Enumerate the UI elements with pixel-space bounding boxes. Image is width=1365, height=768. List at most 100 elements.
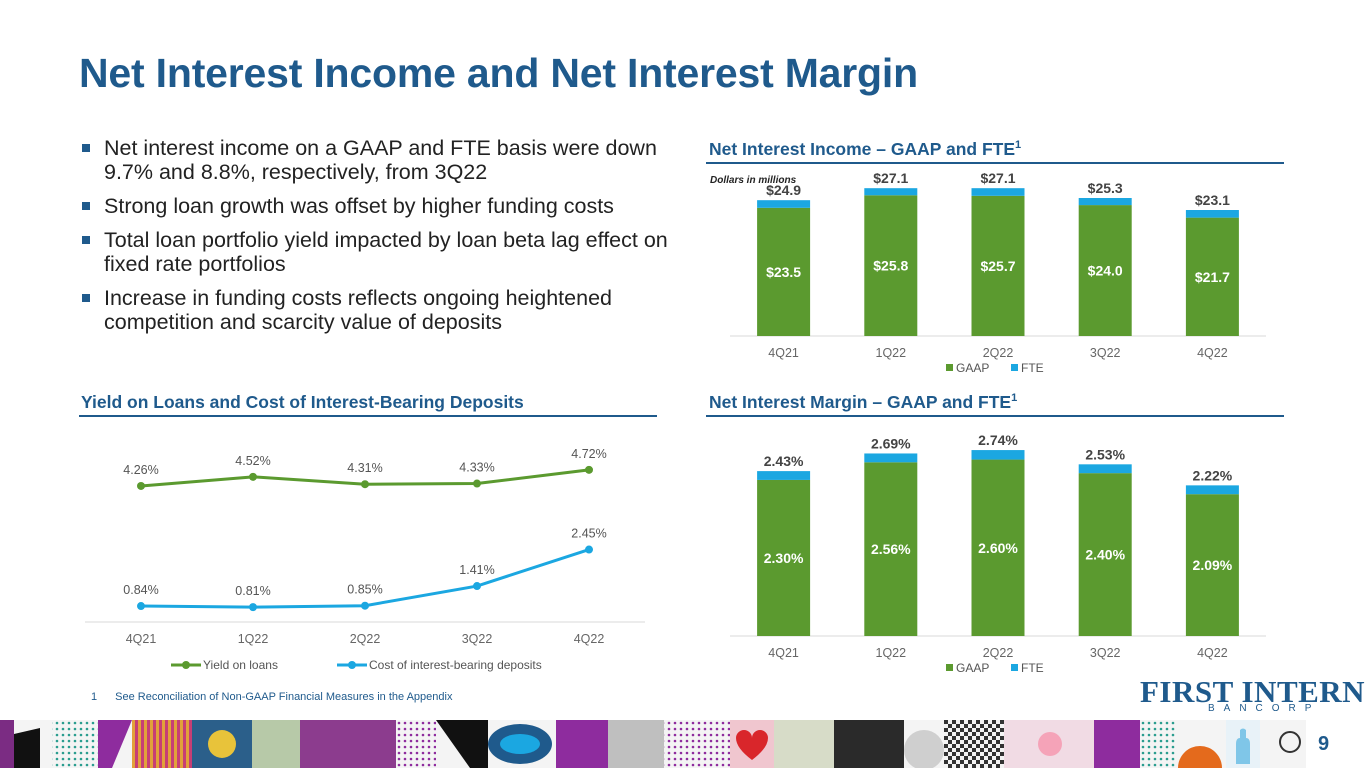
- gaap-data-label: 2.56%: [871, 541, 911, 557]
- bullet-item: Strong loan growth was offset by higher …: [80, 194, 680, 218]
- gaap-bar: [971, 195, 1025, 336]
- total-data-label: 2.43%: [764, 453, 804, 469]
- x-tick-label: 1Q22: [876, 346, 907, 360]
- gaap-data-label: 2.40%: [1085, 547, 1125, 563]
- fte-bar: [971, 188, 1025, 196]
- bullet-item: Increase in funding costs reflects ongoi…: [80, 286, 680, 334]
- total-data-label: $27.1: [873, 170, 908, 186]
- legend-marker-cost: [348, 661, 356, 669]
- yield-section-title: Yield on Loans and Cost of Interest-Bear…: [81, 392, 524, 412]
- gaap-bar: [971, 459, 1025, 636]
- legend-swatch-fte: [1011, 664, 1018, 671]
- yield-on-loans-point: [249, 472, 257, 481]
- legend-swatch-gaap: [946, 364, 953, 371]
- gaap-data-label: $21.7: [1195, 269, 1230, 285]
- cost-of-deposits-point: [361, 601, 369, 610]
- gaap-data-label: $25.8: [873, 258, 908, 274]
- x-tick-label: 1Q22: [238, 632, 269, 646]
- gaap-bar: [1078, 473, 1132, 636]
- legend-label-fte: FTE: [1021, 661, 1044, 675]
- fte-bar: [1185, 485, 1239, 495]
- gaap-bar: [757, 207, 811, 336]
- x-tick-label: 3Q22: [1090, 346, 1121, 360]
- legend-label-cost: Cost of interest-bearing deposits: [369, 658, 542, 672]
- yield-title-rule: [79, 415, 657, 417]
- gaap-bar: [757, 479, 811, 636]
- cost-of-deposits-data-label: 1.41%: [459, 563, 494, 577]
- x-tick-label: 2Q22: [983, 346, 1014, 360]
- decorative-footer-strip: [0, 720, 1365, 768]
- gaap-data-label: $23.5: [766, 264, 801, 280]
- x-tick-label: 2Q22: [350, 632, 381, 646]
- cost-of-deposits-data-label: 2.45%: [571, 527, 606, 541]
- gaap-data-label: 2.60%: [978, 540, 1018, 556]
- slide-title: Net Interest Income and Net Interest Mar…: [79, 50, 918, 96]
- company-logo: FIRST INTERNET BANCORP: [1140, 674, 1365, 714]
- total-data-label: $27.1: [980, 170, 1015, 186]
- cost-of-deposits-point: [585, 545, 593, 554]
- gaap-bar: [864, 195, 918, 336]
- legend-label-fte: FTE: [1021, 361, 1044, 375]
- yield-on-loans-data-label: 4.31%: [347, 461, 382, 475]
- gaap-bar: [1078, 205, 1132, 336]
- fte-bar: [1078, 464, 1132, 474]
- total-data-label: 2.69%: [871, 435, 911, 451]
- gaap-bar: [1185, 217, 1239, 336]
- yield-on-loans-data-label: 4.33%: [459, 461, 494, 475]
- legend-swatch-gaap: [946, 664, 953, 671]
- units-note: Dollars in millions: [710, 175, 797, 186]
- cost-of-deposits-point: [137, 602, 145, 611]
- cost-of-deposits-data-label: 0.81%: [235, 584, 270, 598]
- total-data-label: $23.1: [1195, 192, 1230, 208]
- footnote-number: 1: [91, 691, 98, 703]
- fte-bar: [757, 471, 811, 480]
- nii-section-title: Net Interest Income – GAAP and FTE1: [709, 139, 1022, 159]
- legend-marker-yield: [182, 661, 190, 669]
- total-data-label: $25.3: [1088, 180, 1123, 196]
- logo-wordmark: FIRST INTERNET: [1140, 674, 1365, 709]
- gaap-data-label: $25.7: [980, 258, 1015, 274]
- yield-on-loans-point: [361, 480, 369, 489]
- x-tick-label: 4Q21: [768, 346, 799, 360]
- bullet-list: Net interest income on a GAAP and FTE ba…: [80, 136, 680, 344]
- yield-chart: 4.26% 4.52% 4.31% 4.33% 4.72% 0.84% 0.81% 0.85%…: [85, 447, 645, 672]
- x-tick-label: 4Q21: [768, 646, 799, 660]
- nim-chart: 2.30% 2.43% 4Q21 2.56% 2.69% 1Q22 2.60% 2.74% 2Q…: [730, 432, 1266, 675]
- x-tick-label: 3Q22: [462, 632, 493, 646]
- cost-of-deposits-line: [140, 548, 590, 609]
- fte-bar: [971, 450, 1025, 460]
- nii-title-rule: [706, 162, 1284, 164]
- fte-bar: [1185, 210, 1239, 218]
- total-data-label: $24.9: [766, 182, 801, 198]
- bullet-item: Total loan portfolio yield impacted by l…: [80, 228, 680, 276]
- fte-bar: [864, 188, 918, 196]
- gaap-data-label: $24.0: [1088, 263, 1123, 279]
- legend-label-gaap: GAAP: [956, 361, 989, 375]
- legend-label-gaap: GAAP: [956, 661, 989, 675]
- total-data-label: 2.22%: [1193, 467, 1233, 483]
- fte-bar: [864, 453, 918, 463]
- nii-chart: Dollars in millions $23.5 $24.9 4Q21 $25.8 $2…: [710, 170, 1266, 375]
- yield-on-loans-point: [585, 465, 593, 474]
- total-data-label: 2.53%: [1085, 446, 1125, 462]
- footnote: 1 See Reconciliation of Non-GAAP Financia…: [91, 691, 470, 703]
- page-number: 9: [1318, 733, 1330, 755]
- x-tick-label: 4Q22: [1197, 346, 1228, 360]
- yield-on-loans-data-label: 4.52%: [235, 454, 270, 468]
- legend-label-yield: Yield on loans: [203, 658, 278, 672]
- gaap-data-label: 2.30%: [764, 550, 804, 566]
- cost-of-deposits-data-label: 0.84%: [123, 583, 158, 597]
- logo-subtitle: BANCORP: [1208, 703, 1321, 714]
- x-tick-label: 4Q22: [1197, 646, 1228, 660]
- fte-bar: [1078, 198, 1132, 206]
- gaap-data-label: 2.09%: [1193, 557, 1233, 573]
- x-tick-label: 2Q22: [983, 646, 1014, 660]
- x-tick-label: 4Q21: [126, 632, 157, 646]
- gaap-bar: [864, 462, 918, 636]
- x-tick-label: 3Q22: [1090, 646, 1121, 660]
- yield-on-loans-data-label: 4.72%: [571, 447, 606, 461]
- x-tick-label: 1Q22: [876, 646, 907, 660]
- nim-section-title: Net Interest Margin – GAAP and FTE1: [709, 392, 1018, 412]
- yield-on-loans-point: [137, 481, 145, 490]
- gaap-bar: [1185, 494, 1239, 636]
